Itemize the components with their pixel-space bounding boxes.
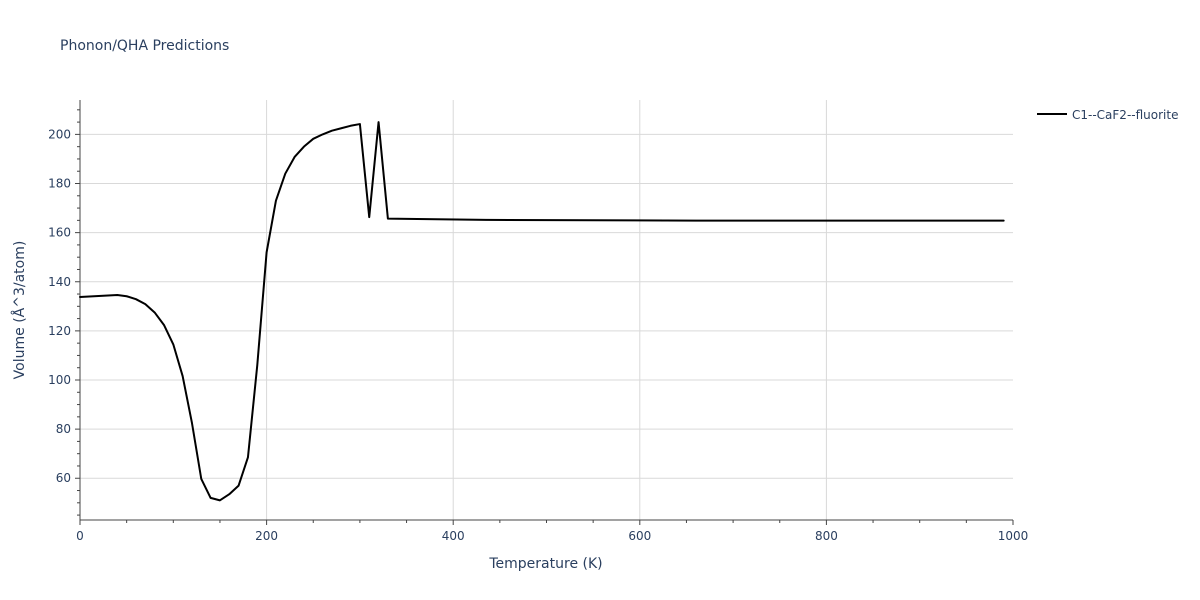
series-line[interactable] <box>79 121 1005 502</box>
y-tick-label: 100 <box>48 373 71 387</box>
y-tick-label: 60 <box>56 471 71 485</box>
chart-title: Phonon/QHA Predictions <box>60 38 229 54</box>
x-tick-label: 0 <box>76 529 84 543</box>
y-tick-label: 180 <box>48 177 71 191</box>
y-tick-label: 200 <box>48 127 71 141</box>
y-tick-label: 140 <box>48 275 71 289</box>
x-tick-label: 800 <box>815 529 838 543</box>
axis-layer: 0 200 400 600 800 1000 60 80 100 120 140 160 180 200 <box>48 100 1028 543</box>
y-axis-title: Volume (Å^3/atom) <box>11 241 28 380</box>
y-tick-label: 120 <box>48 324 71 338</box>
legend[interactable]: C1--CaF2--fluorite <box>1037 108 1178 122</box>
grid-layer <box>80 100 1013 520</box>
x-tick-label: 1000 <box>998 529 1029 543</box>
legend-label: C1--CaF2--fluorite <box>1072 108 1178 122</box>
y-tick-label: 80 <box>56 422 71 436</box>
series-layer <box>79 121 1005 502</box>
x-tick-label: 400 <box>442 529 465 543</box>
y-tick-label: 160 <box>48 226 71 240</box>
x-tick-label: 600 <box>628 529 651 543</box>
x-tick-label: 200 <box>255 529 278 543</box>
x-axis-title: Temperature (K) <box>488 556 602 572</box>
